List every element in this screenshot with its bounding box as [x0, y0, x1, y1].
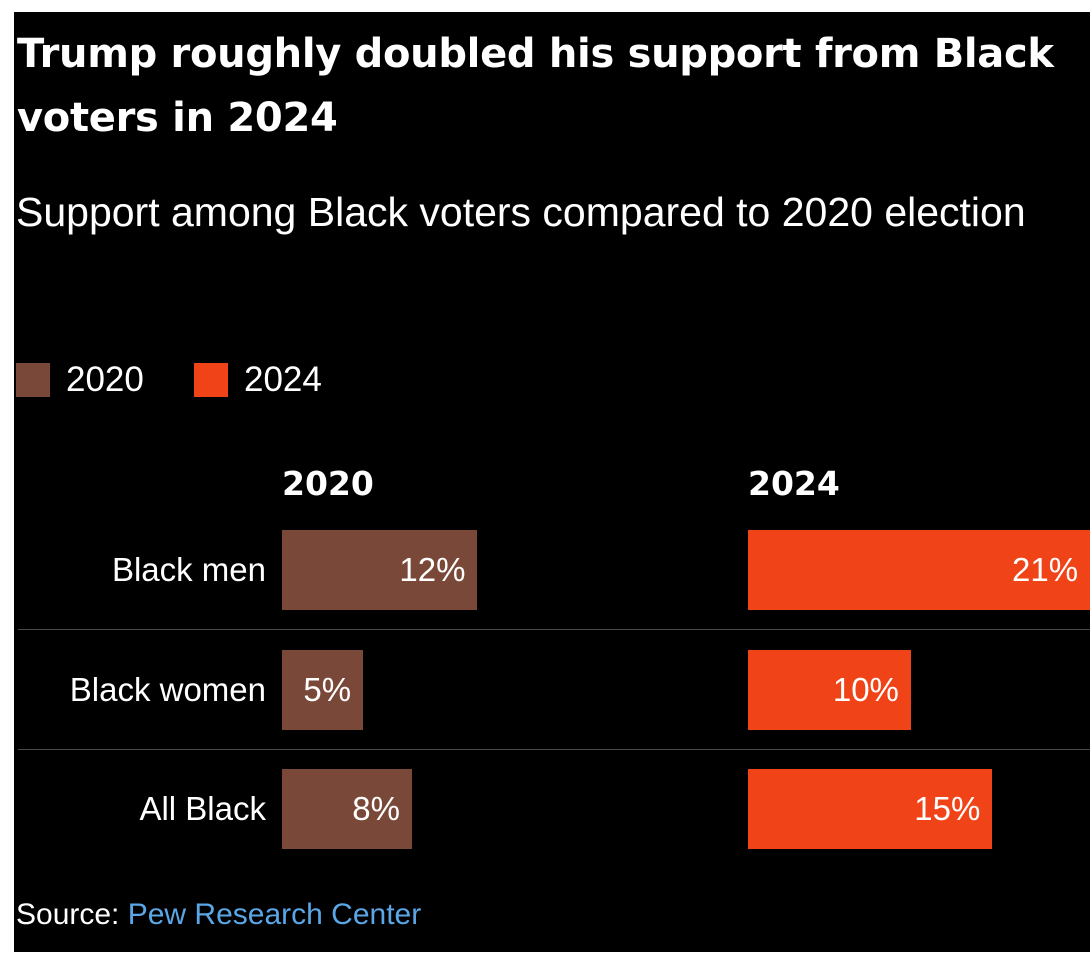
- legend-swatch-2020: [16, 363, 50, 397]
- source-line: Source: Pew Research Center: [16, 897, 421, 933]
- chart-card: Trump roughly doubled his support from B…: [14, 12, 1090, 952]
- legend-item-2024: 2024: [194, 362, 322, 398]
- row-label-black-women: Black women: [69, 671, 266, 708]
- column-header-2020: 2020: [282, 464, 374, 503]
- data-label-2020-all-black: 8%: [352, 790, 400, 827]
- chart-subtitle: Support among Black voters compared to 2…: [16, 189, 1026, 235]
- bar-2020-all-black: [282, 769, 413, 849]
- legend-label-2020: 2020: [66, 360, 144, 399]
- chart-title: Trump roughly doubled his support from B…: [17, 31, 1054, 141]
- source-link[interactable]: Pew Research Center: [127, 898, 422, 931]
- row-divider: [18, 629, 1090, 630]
- row-label-all-black: All Black: [139, 790, 266, 827]
- bar-2024-black-women: [748, 650, 911, 730]
- data-label-2020-black-men: 12%: [399, 551, 466, 588]
- data-label-2024-black-women: 10%: [832, 671, 899, 708]
- legend-item-2020: 2020: [16, 362, 144, 398]
- bar-2024-all-black: [748, 769, 993, 849]
- row-divider: [18, 749, 1090, 750]
- data-label-2020-black-women: 5%: [303, 671, 352, 708]
- column-header-2024: 2024: [748, 464, 840, 503]
- source-prefix: Source:: [16, 898, 120, 931]
- bar-2024-black-men: [748, 530, 1090, 610]
- row-label-black-men: Black men: [111, 551, 266, 588]
- data-label-2024-all-black: 15%: [914, 790, 981, 827]
- data-label-2024-black-men: 21%: [1012, 551, 1079, 588]
- legend-swatch-2024: [194, 363, 228, 397]
- bar-2020-black-men: [282, 530, 478, 610]
- legend-label-2024: 2024: [244, 360, 322, 399]
- bar-2020-black-women: [282, 650, 364, 730]
